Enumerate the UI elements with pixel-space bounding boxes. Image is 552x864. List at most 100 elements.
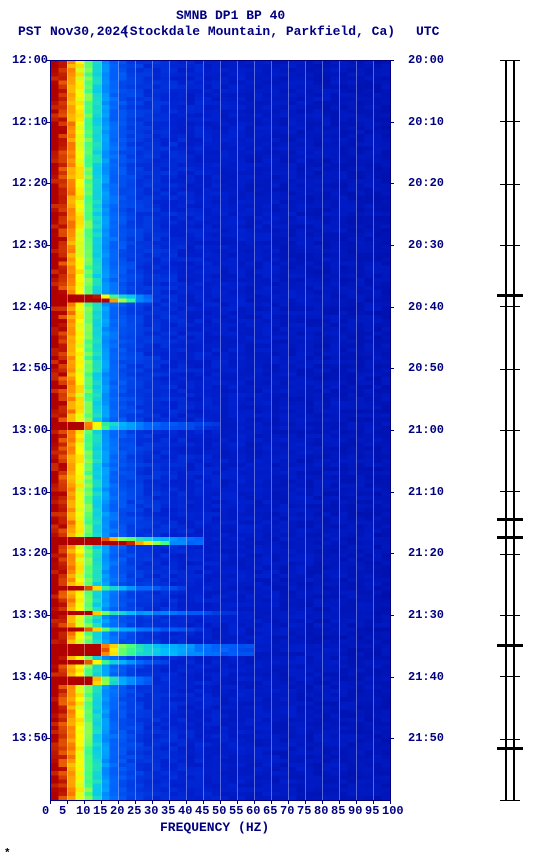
- x-tickmark: [169, 800, 170, 804]
- y-right-tickmark: [390, 245, 394, 246]
- trace-tick: [500, 369, 520, 370]
- y-right-tickmark: [390, 677, 394, 678]
- x-tick: 35: [161, 804, 175, 818]
- trace-tick: [500, 121, 520, 122]
- x-tick: 15: [93, 804, 107, 818]
- x-tick: 65: [263, 804, 277, 818]
- y-right-tickmark: [390, 430, 394, 431]
- y-left-tick: 13:00: [10, 423, 48, 437]
- x-tickmark: [50, 800, 51, 804]
- x-tickmark: [152, 800, 153, 804]
- y-right-tickmark: [390, 492, 394, 493]
- tz-left-label: PST: [18, 24, 41, 39]
- y-left-tick: 13:50: [10, 731, 48, 745]
- station-title: SMNB DP1 BP 40: [176, 8, 285, 23]
- x-tickmark: [373, 800, 374, 804]
- trace-tick: [500, 245, 520, 246]
- y-right-tick: 20:40: [408, 300, 444, 314]
- y-left-tick: 13:40: [10, 670, 48, 684]
- trace-tick: [500, 615, 520, 616]
- x-tickmark: [339, 800, 340, 804]
- x-tickmark: [118, 800, 119, 804]
- y-left-tick: 12:10: [10, 115, 48, 129]
- trace-tick: [500, 430, 520, 431]
- x-tick: 40: [178, 804, 192, 818]
- y-left-tickmark: [46, 553, 50, 554]
- x-tickmark: [237, 800, 238, 804]
- y-left-tickmark: [46, 183, 50, 184]
- x-tickmark: [84, 800, 85, 804]
- y-right-tickmark: [390, 615, 394, 616]
- y-right-tick: 21:30: [408, 608, 444, 622]
- y-right-tickmark: [390, 60, 394, 61]
- y-right-tick: 21:10: [408, 485, 444, 499]
- x-tick: 60: [246, 804, 260, 818]
- plot-area: [50, 60, 390, 800]
- trace-tick: [500, 184, 520, 185]
- spectrogram-figure: SMNB DP1 BP 40 PST Nov30,2024 (Stockdale…: [0, 0, 552, 864]
- y-left-tickmark: [46, 615, 50, 616]
- footer-mark: *: [4, 848, 11, 860]
- y-right-tick: 20:00: [408, 53, 444, 67]
- y-left-tick: 12:20: [10, 176, 48, 190]
- y-right-tickmark: [390, 738, 394, 739]
- y-left-tickmark: [46, 677, 50, 678]
- y-left-tick: 12:50: [10, 361, 48, 375]
- y-right-tickmark: [390, 553, 394, 554]
- y-right-tick: 20:50: [408, 361, 444, 375]
- y-right-tickmark: [390, 307, 394, 308]
- y-left-tick: 12:30: [10, 238, 48, 252]
- y-left-tickmark: [46, 492, 50, 493]
- y-right-tickmark: [390, 368, 394, 369]
- location-label: (Stockdale Mountain, Parkfield, Ca): [122, 24, 395, 39]
- y-left-tickmark: [46, 738, 50, 739]
- x-tickmark: [203, 800, 204, 804]
- x-tick: 5: [59, 804, 66, 818]
- trace-tick: [500, 676, 520, 677]
- y-left-tickmark: [46, 60, 50, 61]
- y-right-tick: 21:20: [408, 546, 444, 560]
- x-tick: 25: [127, 804, 141, 818]
- y-right-tick: 21:40: [408, 670, 444, 684]
- y-right-tickmark: [390, 122, 394, 123]
- trace-burst: [497, 747, 523, 750]
- trace-tick: [500, 800, 520, 801]
- y-left-tickmark: [46, 307, 50, 308]
- trace-tick: [500, 491, 520, 492]
- x-tickmark: [135, 800, 136, 804]
- x-tick: 50: [212, 804, 226, 818]
- y-right-tick: 21:50: [408, 731, 444, 745]
- spectrogram-heatmap: [50, 60, 390, 800]
- y-right-tick: 21:00: [408, 423, 444, 437]
- x-tickmark: [67, 800, 68, 804]
- y-left-tick: 12:40: [10, 300, 48, 314]
- x-tickmark: [254, 800, 255, 804]
- x-tick: 10: [76, 804, 90, 818]
- y-left-tick: 13:30: [10, 608, 48, 622]
- seismic-trace-sidebar: [495, 60, 525, 800]
- trace-tick: [500, 554, 520, 555]
- trace-tick: [500, 306, 520, 307]
- x-tick: 90: [348, 804, 362, 818]
- trace-burst: [497, 536, 523, 539]
- y-right-tick: 20:10: [408, 115, 444, 129]
- y-left-tick: 12:00: [10, 53, 48, 67]
- trace-tick: [500, 60, 520, 61]
- y-left-tick: 13:20: [10, 546, 48, 560]
- y-left-tickmark: [46, 368, 50, 369]
- y-right-tick: 20:20: [408, 176, 444, 190]
- x-tickmark: [390, 800, 391, 804]
- y-right-tickmark: [390, 183, 394, 184]
- trace-burst: [497, 518, 523, 521]
- y-right-tick: 20:30: [408, 238, 444, 252]
- trace-tick: [500, 739, 520, 740]
- trace-burst: [497, 644, 523, 647]
- x-tick: 85: [331, 804, 345, 818]
- x-tick: 30: [144, 804, 158, 818]
- x-tick: 70: [280, 804, 294, 818]
- y-left-tick: 13:10: [10, 485, 48, 499]
- x-tick: 0: [42, 804, 49, 818]
- y-left-tickmark: [46, 245, 50, 246]
- x-tickmark: [220, 800, 221, 804]
- x-tickmark: [271, 800, 272, 804]
